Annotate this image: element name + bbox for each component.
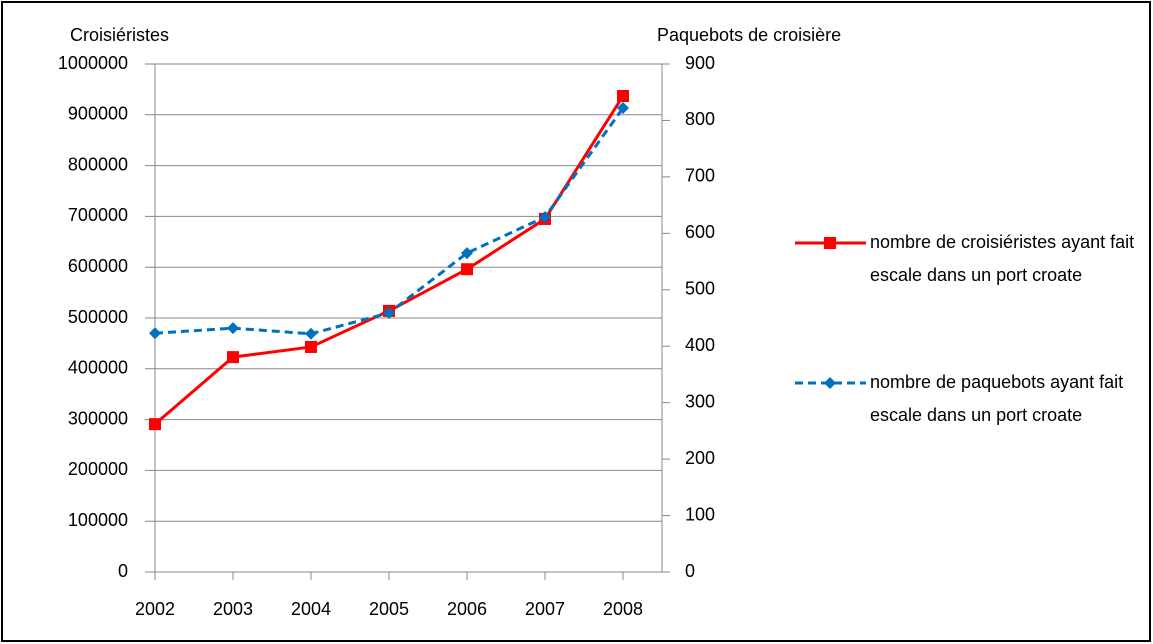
y2-tick-label: 500 <box>685 279 715 299</box>
y-axis-title: Croisiéristes <box>70 25 169 45</box>
x-tick-label: 2003 <box>213 599 253 619</box>
data-point <box>305 340 317 353</box>
y-tick-label: 1000000 <box>58 53 128 73</box>
y-tick-label: 300000 <box>68 408 128 428</box>
y-tick-label: 900000 <box>68 104 128 124</box>
y2-tick-label: 900 <box>685 53 715 73</box>
data-point <box>461 263 473 276</box>
data-point <box>461 247 473 260</box>
y-tick-label: 400000 <box>68 358 128 378</box>
data-point <box>617 90 629 103</box>
x-tick-label: 2006 <box>447 599 487 619</box>
y2-tick-label: 800 <box>685 109 715 129</box>
y-tick-label: 0 <box>118 561 128 581</box>
data-point <box>149 418 161 431</box>
data-point <box>383 306 395 319</box>
legend-marker <box>824 377 836 389</box>
y-tick-label: 800000 <box>68 154 128 174</box>
x-tick-label: 2005 <box>369 599 409 619</box>
x-tick-label: 2007 <box>525 599 565 619</box>
y-tick-label: 200000 <box>68 459 128 479</box>
y2-tick-label: 400 <box>685 335 715 355</box>
data-point <box>227 351 239 364</box>
legend-label: nombre de croisiéristes ayant fait escal… <box>870 232 1135 285</box>
data-point <box>149 327 161 340</box>
data-point <box>539 210 551 223</box>
y2-tick-label: 200 <box>685 448 715 468</box>
y2-tick-label: 600 <box>685 222 715 242</box>
y-tick-label: 100000 <box>68 510 128 530</box>
y2-axis-title: Paquebots de croisière <box>657 25 841 45</box>
data-point <box>305 327 317 340</box>
y-tick-label: 700000 <box>68 205 128 225</box>
x-tick-label: 2008 <box>603 599 643 619</box>
y-tick-label: 500000 <box>68 307 128 327</box>
y2-tick-label: 300 <box>685 391 715 411</box>
y-tick-label: 600000 <box>68 256 128 276</box>
y2-tick-label: 700 <box>685 166 715 186</box>
x-tick-label: 2002 <box>135 599 175 619</box>
legend-marker <box>824 237 836 249</box>
y2-tick-label: 100 <box>685 504 715 524</box>
y2-tick-label: 0 <box>685 561 695 581</box>
legend-label: nombre de paquebots ayant fait escale da… <box>870 372 1124 425</box>
data-point <box>227 322 239 335</box>
data-point <box>617 102 629 115</box>
x-tick-label: 2004 <box>291 599 331 619</box>
